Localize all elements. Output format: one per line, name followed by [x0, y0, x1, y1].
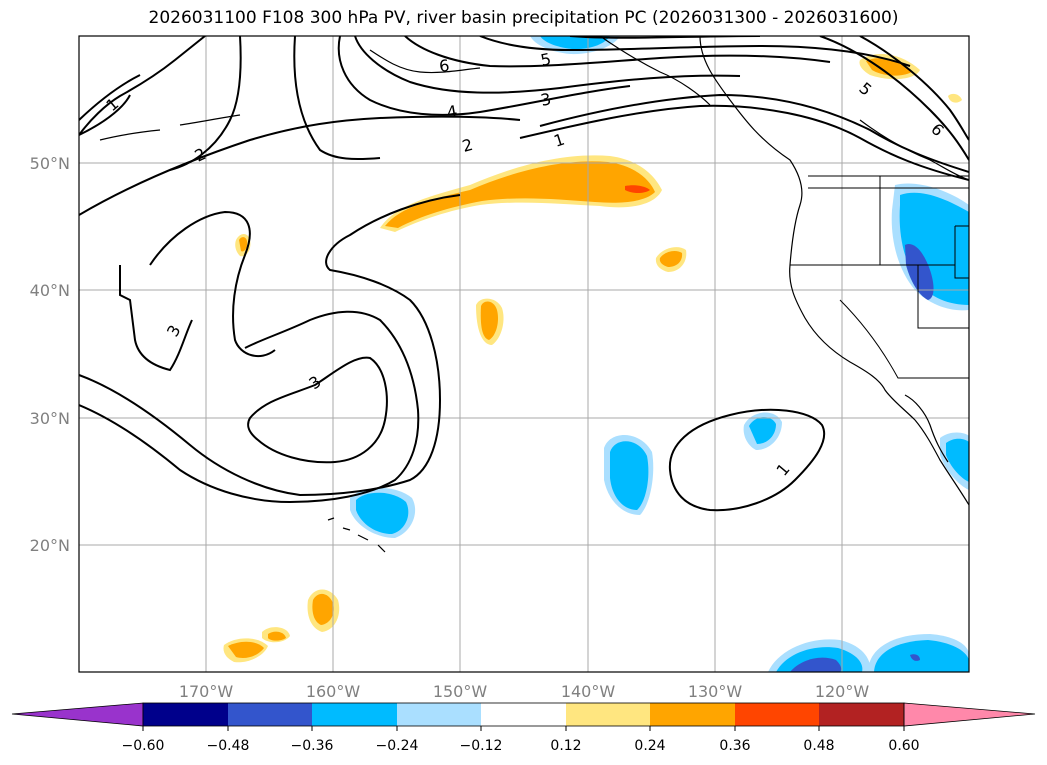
precip-shading	[223, 36, 969, 672]
colorbar-segment	[312, 703, 397, 726]
contour-label-6-north: 6	[438, 56, 451, 76]
lat-label-30n: 30°N	[30, 409, 70, 428]
lat-label-20n: 20°N	[30, 536, 70, 555]
colorbar-tick-label: 0.24	[634, 738, 665, 754]
colorbar-tick-label: 0.12	[550, 738, 581, 754]
map-frame	[78, 35, 970, 673]
map-area: 1 2 3 4 5 6 3 3 2 1 1 5 6	[79, 36, 969, 672]
colorbar-tick-label: −0.12	[460, 738, 503, 754]
colorbar-tick-label: −0.36	[291, 738, 334, 754]
colorbar-segment	[143, 703, 228, 726]
colorbar-segment	[650, 703, 735, 726]
latitude-labels: 50°N 40°N 30°N 20°N	[30, 154, 70, 555]
colorbar-tick-label: −0.48	[207, 738, 250, 754]
colorbar-segment	[735, 703, 819, 726]
graticule	[79, 36, 969, 672]
colorbar-tick-label: 0.36	[719, 738, 750, 754]
longitude-labels: 170°W 160°W 150°W 140°W 130°W 120°W	[179, 682, 870, 701]
lon-label-170w: 170°W	[179, 682, 234, 701]
colorbar-segment	[566, 703, 650, 726]
pv-contour-3-loop	[149, 210, 276, 358]
map-title: 2026031100 F108 300 hPa PV, river basin …	[148, 8, 899, 28]
lon-label-150w: 150°W	[433, 682, 488, 701]
coastlines	[99, 36, 969, 553]
colorbar-tick-label: 0.48	[803, 738, 834, 754]
lon-label-160w: 160°W	[306, 682, 361, 701]
colorbar-segment	[228, 703, 312, 726]
colorbar-extend-min	[11, 702, 144, 727]
lon-label-130w: 130°W	[688, 682, 743, 701]
pv-contour-2-west	[79, 115, 521, 216]
state-borders	[790, 175, 969, 379]
lon-label-140w: 140°W	[561, 682, 616, 701]
pv-contour-1-east	[668, 408, 826, 512]
contour-label-2-jet: 2	[460, 135, 475, 156]
colorbar-segment	[397, 703, 481, 726]
contour-label-4-north: 4	[445, 101, 458, 121]
colorbar-segment	[481, 703, 566, 726]
colorbar: −0.60 −0.48 −0.36 −0.24 −0.12 0.12 0.24 …	[11, 702, 1036, 754]
contour-label-5-north: 5	[539, 49, 553, 70]
colorbar-tick-label: 0.60	[888, 738, 919, 754]
pv-contours	[79, 36, 969, 512]
lat-label-50n: 50°N	[30, 154, 70, 173]
colorbar-segment	[819, 703, 904, 726]
lat-label-40n: 40°N	[30, 281, 70, 300]
lon-label-120w: 120°W	[815, 682, 870, 701]
colorbar-tick-label: −0.24	[376, 738, 419, 754]
colorbar-extend-max	[903, 702, 1036, 727]
contour-label-3-jet: 3	[539, 89, 553, 110]
colorbar-tick-label: −0.60	[122, 738, 165, 754]
